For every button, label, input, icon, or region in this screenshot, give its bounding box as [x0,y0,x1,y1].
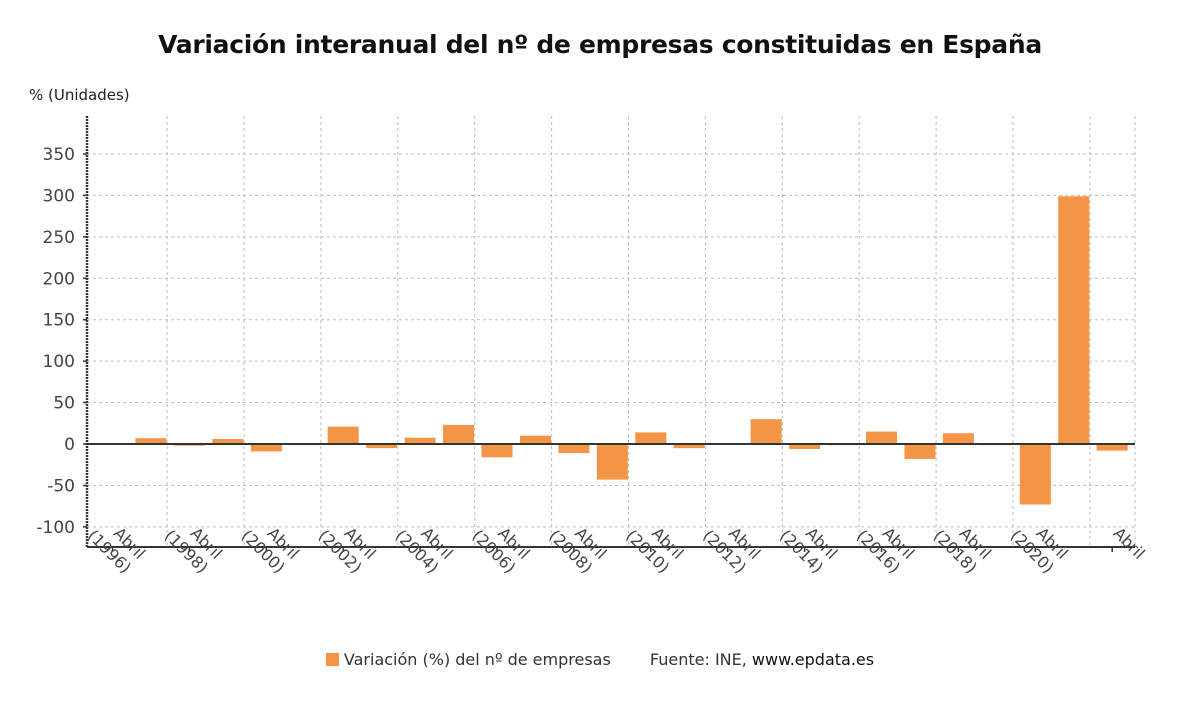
y-tick-label: -50 [47,476,75,496]
y-tick-label: 350 [43,145,75,165]
bar-2013 [750,419,782,444]
x-tick-label: Abril(2006) [468,524,533,577]
x-tick-label: Abril(2012) [699,524,764,577]
x-tick-label: Abril(2020) [1007,524,1072,577]
bar-2008 [558,444,590,454]
y-tick-label: 300 [43,186,75,206]
x-tick-label: Abril(2002) [315,524,380,577]
bar-1997 [135,438,167,444]
y-tick-labels: -100 -50 0 50 100 150 200 250 300 350 [36,145,75,538]
x-tick-label: Abril(1998) [161,524,226,577]
y-tick-label: 100 [43,352,75,372]
bar-2021 [1058,196,1090,444]
x-tick-label-month: Abril [1110,524,1149,563]
bar-2000 [250,444,282,452]
source-link[interactable]: www.epdata.es [751,650,875,669]
x-tick-label: Abril(2018) [930,524,995,577]
bar-2002 [327,426,359,444]
bar-2018 [942,433,974,444]
bar-2016 [866,431,897,444]
bar-2009 [596,444,628,480]
source-prefix: Fuente: INE, [649,650,752,669]
y-tick-label: 150 [43,311,75,331]
axes [83,116,1135,552]
x-tick-label: Abril [1110,524,1149,563]
y-tick-label: 200 [43,269,75,289]
bar-2003 [366,444,398,449]
bar-2005 [443,424,475,444]
bar-1999 [212,439,244,444]
x-tick-label: Abril(2010) [622,524,687,577]
x-tick-label: Abril(2004) [392,524,457,577]
x-tick-labels: Abril(1996) Abril(1998) Abril(2000) Abril(2… [84,524,1149,577]
bar-2022 [1096,444,1128,451]
bar-2014 [789,444,821,449]
bar-2020 [1019,444,1051,505]
x-tick-label: Abril(2016) [853,524,918,577]
y-tick-label: 0 [64,435,75,455]
y-tick-label: 50 [53,394,75,414]
y-tick-label: 250 [43,228,75,248]
bar-2011 [673,444,705,449]
legend-swatch [325,653,339,666]
chart-title: Variación interanual del nº de empresas … [158,30,1042,59]
grid-lines [87,116,1136,547]
bar-2010 [635,432,667,444]
bar-2004 [404,437,436,444]
bars [97,196,1128,505]
legend: Variación (%) del nº de empresas Fuente:… [0,650,1200,669]
bar-2017 [904,444,936,459]
bar-2006 [481,444,513,458]
y-axis-label: % (Unidades) [29,86,130,104]
x-tick-label: Abril(1996) [84,524,149,577]
x-tick-label: Abril(2008) [545,524,610,577]
bar-2007 [519,435,551,444]
y-tick-label: -100 [36,518,75,538]
x-tick-label: Abril(2000) [238,524,303,577]
x-tick-label: Abril(2014) [776,524,841,577]
legend-series-label: Variación (%) del nº de empresas [343,650,611,669]
